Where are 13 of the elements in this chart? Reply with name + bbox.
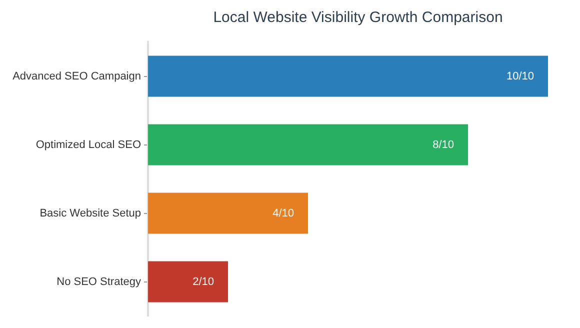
data-label: 10/10	[506, 70, 534, 82]
bar	[148, 124, 468, 166]
y-tick-label: Optimized Local SEO	[36, 138, 142, 151]
y-tick-label: No SEO Strategy	[56, 276, 142, 288]
chart-title: Local Website Visibility Growth Comparison	[213, 9, 503, 26]
data-label: 8/10	[432, 138, 454, 151]
data-label: 2/10	[192, 276, 214, 288]
data-label: 4/10	[272, 207, 294, 220]
bar	[148, 192, 308, 234]
bar	[148, 261, 228, 302]
bar	[148, 56, 548, 97]
y-tick-label: Basic Website Setup	[40, 207, 141, 220]
y-tick-label: Advanced SEO Campaign	[12, 70, 141, 82]
